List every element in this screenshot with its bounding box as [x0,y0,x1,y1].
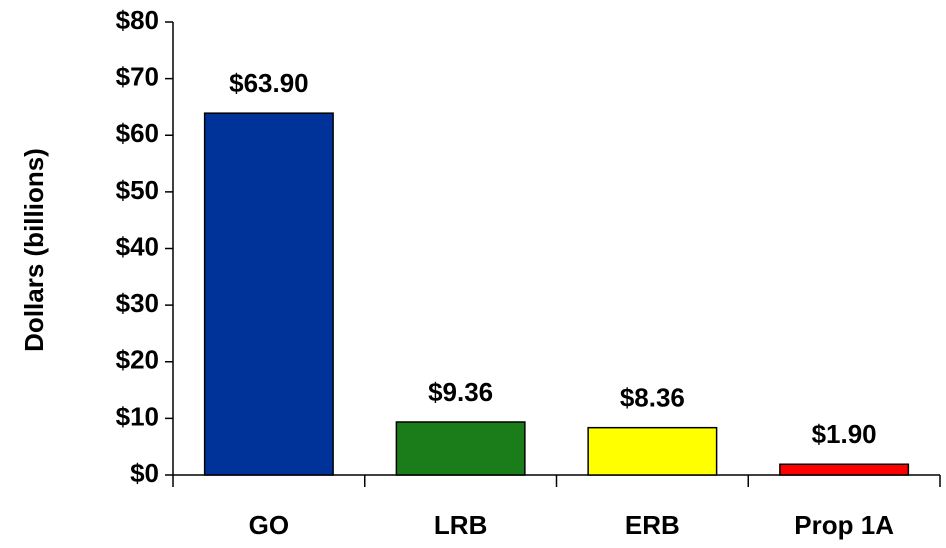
x-tick-label: Prop 1A [794,510,894,540]
y-tick-label: $60 [116,118,159,148]
x-tick-label: ERB [625,510,680,540]
y-tick-label: $0 [130,458,159,488]
value-label: $63.90 [229,68,309,98]
value-label: $1.90 [812,419,877,449]
y-tick-label: $20 [116,345,159,375]
x-tick-label: LRB [434,510,487,540]
x-tick-label: GO [249,510,289,540]
bar [779,463,910,476]
y-tick-label: $30 [116,288,159,318]
y-tick-label: $70 [116,62,159,92]
bar [203,112,334,476]
bar [587,426,718,476]
y-tick-label: $10 [116,401,159,431]
y-axis-label: Dollars (billions) [19,148,49,352]
y-tick-label: $80 [116,5,159,35]
value-label: $8.36 [620,383,685,413]
value-label: $9.36 [428,377,493,407]
y-tick-label: $50 [116,175,159,205]
y-tick-label: $40 [116,231,159,261]
bar [395,421,526,476]
